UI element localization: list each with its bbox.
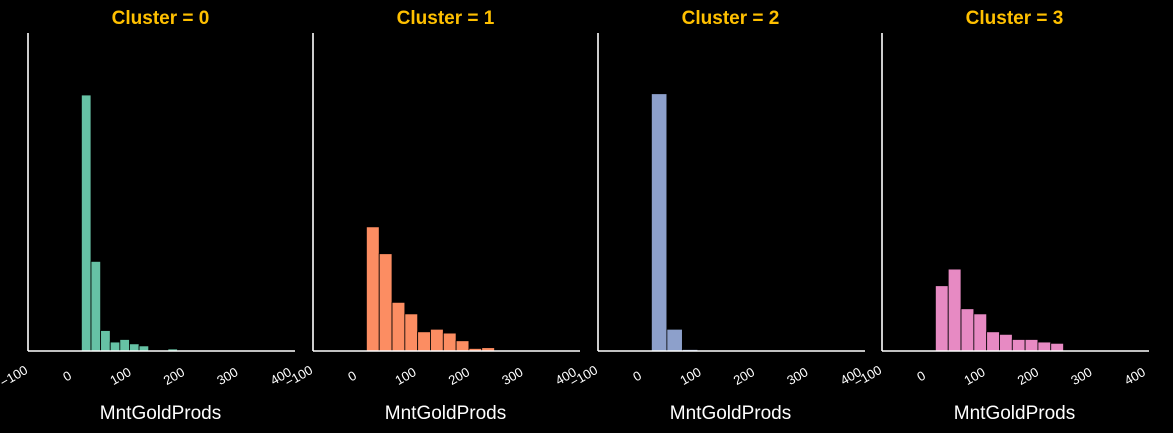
histogram-bar <box>947 268 962 352</box>
x-tick-label: 100 <box>107 364 133 388</box>
histogram-bar <box>960 308 975 352</box>
histogram-bar <box>1011 339 1026 352</box>
x-axis-label: MntGoldProds <box>385 403 506 424</box>
x-tick-label: 300 <box>499 364 525 388</box>
x-axis-label: MntGoldProds <box>670 403 791 424</box>
x-tick-label: 300 <box>1068 364 1094 388</box>
histogram-bar <box>129 343 140 352</box>
histogram-bar <box>109 341 121 352</box>
panel-title: Cluster = 3 <box>966 8 1064 29</box>
x-tick-label: 0 <box>345 368 359 385</box>
histogram-bar <box>973 313 988 352</box>
histogram-bar <box>1037 341 1052 352</box>
x-tick-label: 400 <box>1122 364 1148 388</box>
histogram-bar <box>999 333 1013 352</box>
histogram-bar <box>119 339 130 352</box>
histogram-bar <box>1050 342 1064 352</box>
x-tick-label: 100 <box>961 364 987 388</box>
x-tick-label: 200 <box>731 364 757 388</box>
x-tick-label: 200 <box>446 364 472 388</box>
histogram-bar <box>417 331 431 352</box>
histogram-bar <box>365 226 380 352</box>
histogram-bar <box>986 331 1000 352</box>
histogram-bar <box>90 260 102 352</box>
histogram-bar <box>391 301 406 352</box>
x-axis-label: MntGoldProds <box>954 403 1075 424</box>
histogram-bar <box>651 93 668 352</box>
x-tick-label: 100 <box>677 364 703 388</box>
histogram-bar <box>455 340 470 352</box>
histogram-bar <box>430 328 444 352</box>
x-tick-label: 200 <box>161 364 187 388</box>
x-tick-label: 0 <box>60 368 74 385</box>
x-tick-label: 300 <box>784 364 810 388</box>
x-tick-label: 300 <box>214 364 240 388</box>
x-axis-label: MntGoldProds <box>100 403 221 424</box>
histogram-bar <box>935 285 949 352</box>
histogram-bar <box>666 328 683 352</box>
panel-title: Cluster = 0 <box>112 8 210 29</box>
histogram-bar <box>81 94 92 352</box>
histogram-bar <box>442 332 457 352</box>
panel-title: Cluster = 2 <box>682 8 780 29</box>
x-tick-label: 200 <box>1015 364 1041 388</box>
x-tick-label: −100 <box>0 362 30 390</box>
x-tick-label: 0 <box>914 368 928 385</box>
histogram-bar <box>378 253 393 352</box>
histogram-bar <box>404 313 419 352</box>
x-tick-label: 0 <box>630 368 644 385</box>
histogram-bar <box>1024 339 1039 352</box>
x-tick-label: 100 <box>392 364 418 388</box>
panel-title: Cluster = 1 <box>397 8 495 29</box>
histogram-bar <box>100 330 111 352</box>
